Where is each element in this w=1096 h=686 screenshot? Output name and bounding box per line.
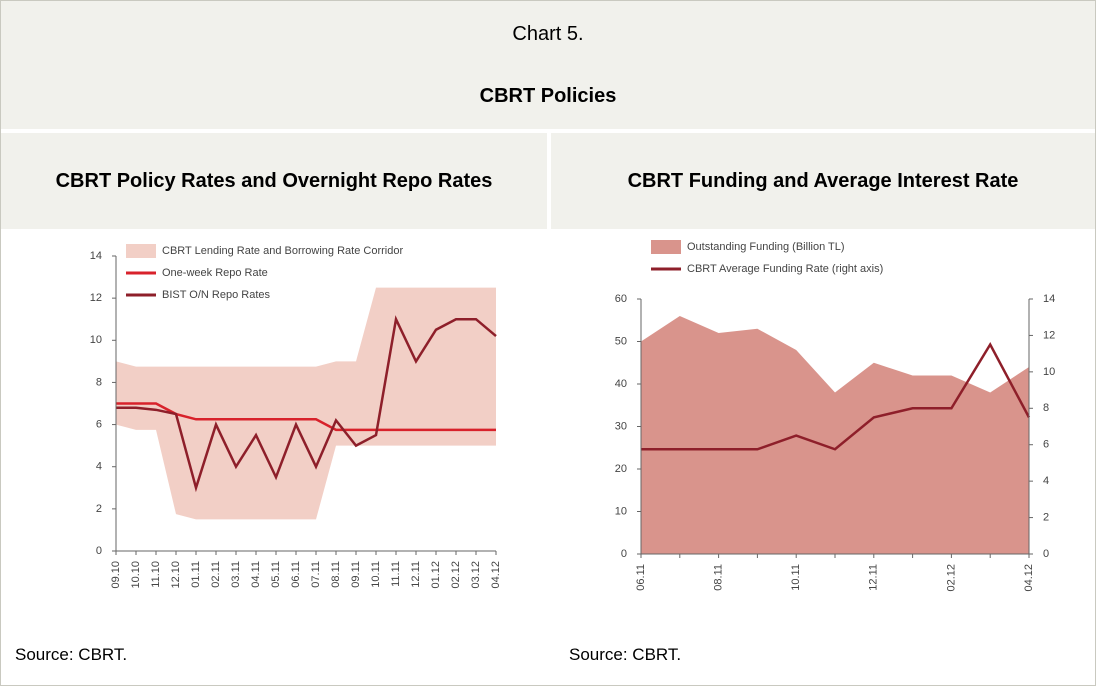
x-tick-label: 11.10 [150,561,162,588]
x-tick-label: 09.10 [110,561,122,589]
legend-label: BIST O/N Repo Rates [162,289,271,301]
y-tick-label: 10 [615,505,627,517]
y-tick-label: 0 [96,545,102,557]
x-tick-label: 10.10 [130,561,142,589]
x-tick-label: 03.11 [230,561,242,588]
legend-label: CBRT Average Funding Rate (right axis) [687,263,883,275]
legend-label: One-week Repo Rate [162,267,268,279]
y-tick-label: 50 [615,335,627,347]
x-tick-label: 02.12 [945,564,957,592]
x-tick-label: 05.11 [270,561,282,588]
x-tick-label: 03.12 [470,561,482,589]
x-tick-label: 12.10 [170,561,182,589]
line [641,342,1031,451]
x-tick-label: 12.11 [410,561,422,588]
y-tick-label: 12 [90,292,102,304]
y2-tick-label: 4 [1043,475,1049,487]
y-tick-label: 0 [621,548,627,560]
header-title: Chart 5. [512,23,584,45]
source: Source: CBRT. [569,645,682,664]
x-tick-label: 04.12 [1023,564,1035,592]
y2-tick-label: 14 [1043,293,1055,305]
y2-tick-label: 12 [1043,329,1055,341]
x-tick-label: 12.11 [868,564,880,591]
panel-title: CBRT Policy Rates and Overnight Repo Rat… [1,133,547,229]
legend-swatch [126,244,156,258]
x-tick-label: 02.12 [450,561,462,589]
y-tick-label: 20 [615,463,627,475]
y-tick-label: 40 [615,378,627,390]
legend-label: CBRT Lending Rate and Borrowing Rate Cor… [162,245,403,257]
legend-label: Outstanding Funding (Billion TL) [687,241,845,253]
y-tick-label: 8 [96,376,102,388]
y-tick-label: 2 [96,503,102,515]
legend-swatch [651,240,681,254]
x-tick-label: 07.11 [310,561,322,588]
x-tick-label: 10.11 [370,561,382,588]
x-tick-label: 08.11 [713,564,725,591]
y2-tick-label: 0 [1043,548,1049,560]
x-tick-label: 01.11 [190,561,202,588]
x-tick-label: 01.12 [430,561,442,589]
area [641,316,1029,554]
y2-tick-label: 6 [1043,439,1049,451]
header-subtitle: CBRT Policies [479,85,617,107]
y2-tick-label: 8 [1043,402,1049,414]
panel-title: CBRT Funding and Average Interest Rate [551,133,1095,229]
x-tick-label: 08.11 [330,561,342,588]
header: Chart 5. CBRT Policies [1,1,1095,129]
x-tick-label: 06.11 [635,564,647,591]
y-tick-label: 30 [615,420,627,432]
line [116,315,497,493]
x-tick-label: 02.11 [210,561,222,588]
y-tick-label: 14 [90,250,102,262]
y2-tick-label: 10 [1043,366,1055,378]
line [116,402,496,432]
x-tick-label: 10.11 [790,564,802,591]
y-tick-label: 4 [96,461,102,473]
x-tick-label: 09.11 [350,561,362,588]
x-tick-label: 11.11 [390,561,402,587]
y-tick-label: 10 [90,334,102,346]
y2-tick-label: 2 [1043,511,1049,523]
x-tick-label: 06.11 [290,561,302,588]
y-tick-label: 60 [615,293,627,305]
source: Source: CBRT. [15,645,128,664]
corridor-band [116,287,496,520]
x-tick-label: 04.12 [490,561,502,589]
y-tick-label: 6 [96,418,102,430]
x-tick-label: 04.11 [250,561,262,588]
